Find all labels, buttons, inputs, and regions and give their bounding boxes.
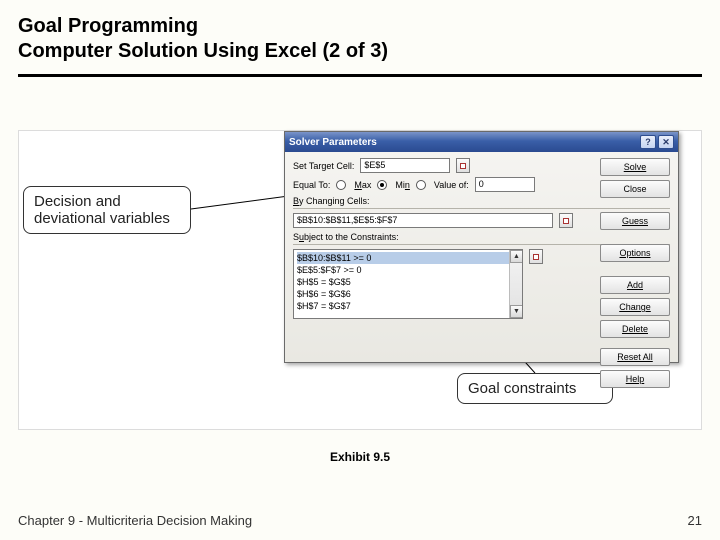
value-of-input[interactable]: 0 — [475, 177, 535, 192]
changing-cells-input[interactable]: $B$10:$B$11,$E$5:$F$7 — [293, 213, 553, 228]
reset-all-button[interactable]: Reset All — [600, 348, 670, 366]
callout-variables: Decision and deviational variables — [23, 186, 191, 234]
constraint-row[interactable]: $H$5 = $G$5 — [297, 276, 519, 288]
dialog-right-buttons: Solve Close — [600, 158, 670, 198]
callout-variables-text: Decision and deviational variables — [34, 193, 170, 227]
exhibit-label: Exhibit 9.5 — [0, 450, 720, 464]
figure-area: Decision and deviational variables Goal … — [18, 130, 702, 430]
title-line-2: Computer Solution Using Excel (2 of 3) — [18, 39, 702, 64]
help-icon[interactable]: ? — [640, 135, 656, 149]
dialog-body: Solve Close Guess Options Add Change Del… — [285, 152, 678, 331]
solver-dialog: Solver Parameters ? ✕ Solve Close Guess … — [284, 131, 679, 363]
title-line-1: Goal Programming — [18, 14, 702, 39]
footer-left: Chapter 9 - Multicriteria Decision Makin… — [18, 513, 252, 528]
close-button[interactable]: Close — [600, 180, 670, 198]
dialog-constraint-buttons: Add Change Delete Reset All Help — [600, 276, 670, 388]
footer-right: 21 — [688, 513, 702, 528]
slide-footer: Chapter 9 - Multicriteria Decision Makin… — [18, 513, 702, 528]
slide-title: Goal Programming Computer Solution Using… — [0, 0, 720, 74]
constraints-listbox[interactable]: $B$10:$B$11 >= 0 $E$5:$F$7 >= 0 $H$5 = $… — [293, 249, 523, 319]
radio-value-label: Value of: — [434, 180, 469, 190]
dialog-titlebar[interactable]: Solver Parameters ? ✕ — [285, 132, 678, 152]
add-button[interactable]: Add — [600, 276, 670, 294]
target-cell-input[interactable]: $E$5 — [360, 158, 450, 173]
help-button[interactable]: Help — [600, 370, 670, 388]
radio-max[interactable] — [336, 180, 346, 190]
group-rule-1 — [293, 208, 670, 209]
delete-button[interactable]: Delete — [600, 320, 670, 338]
constraints-scrollbar[interactable]: ▲ ▼ — [509, 250, 522, 318]
equal-to-label: Equal To: — [293, 180, 330, 190]
dialog-title: Solver Parameters — [289, 137, 377, 148]
changing-ref-icon[interactable] — [559, 213, 573, 228]
scroll-up-icon[interactable]: ▲ — [510, 250, 523, 263]
radio-max-label: Max — [354, 180, 371, 190]
radio-min-label: Min — [395, 180, 410, 190]
constraint-row[interactable]: $H$6 = $G$6 — [297, 288, 519, 300]
scroll-down-icon[interactable]: ▼ — [510, 305, 523, 318]
radio-value[interactable] — [416, 180, 426, 190]
target-ref-icon[interactable] — [456, 158, 470, 173]
guess-button[interactable]: Guess — [600, 212, 670, 230]
solve-button[interactable]: Solve — [600, 158, 670, 176]
callout-goals-text: Goal constraints — [468, 380, 576, 397]
set-target-label: Set Target Cell: — [293, 161, 354, 171]
dialog-right-mid: Guess Options — [600, 212, 670, 262]
constraint-row[interactable]: $H$7 = $G$7 — [297, 300, 519, 312]
close-icon[interactable]: ✕ — [658, 135, 674, 149]
change-button[interactable]: Change — [600, 298, 670, 316]
title-rule — [18, 74, 702, 77]
constraint-row[interactable]: $E$5:$F$7 >= 0 — [297, 264, 519, 276]
callout-goals: Goal constraints — [457, 373, 613, 404]
constraints-ref-icon[interactable] — [529, 249, 543, 264]
options-button[interactable]: Options — [600, 244, 670, 262]
constraint-row[interactable]: $B$10:$B$11 >= 0 — [297, 252, 519, 264]
radio-min[interactable] — [377, 180, 387, 190]
